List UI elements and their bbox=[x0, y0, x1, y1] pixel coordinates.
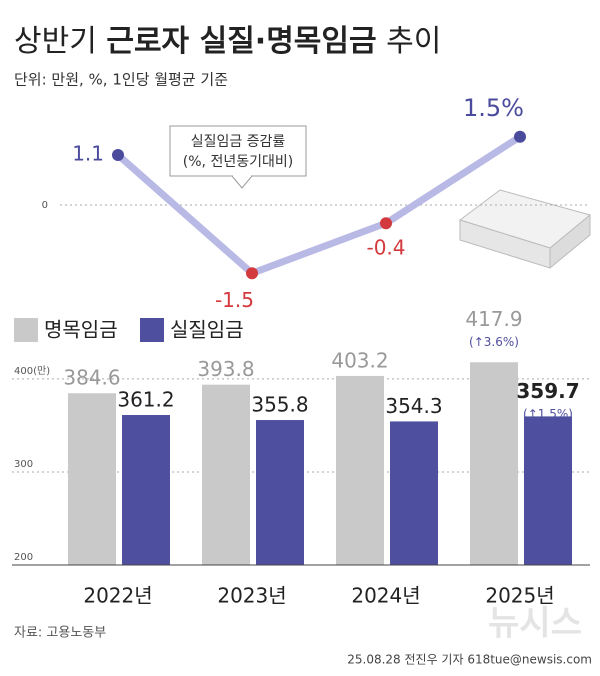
credit: 25.08.28 전진우 기자 618tue@newsis.com bbox=[347, 653, 592, 667]
bar bbox=[390, 421, 438, 565]
value-label: 359.7 bbox=[516, 379, 579, 403]
value-label: -1.5 bbox=[215, 288, 254, 312]
legend-swatch bbox=[140, 318, 164, 342]
bar bbox=[256, 420, 304, 565]
value-label: 1.1 bbox=[72, 141, 104, 165]
bar bbox=[122, 415, 170, 565]
legend-swatch bbox=[14, 318, 38, 342]
value-label: 354.3 bbox=[385, 394, 442, 418]
title-part: 근로자 실질·명목임금 bbox=[106, 24, 376, 59]
annotation: (%, 전년동기대비) bbox=[183, 154, 293, 170]
y-tick-label: 0 bbox=[42, 200, 48, 211]
annotation: 실질임금 증감률 bbox=[191, 134, 286, 150]
point bbox=[112, 148, 124, 161]
x-tick-label: 2023년 bbox=[217, 584, 286, 608]
legend-label: 명목임금 bbox=[44, 318, 118, 342]
value-label: 417.9 bbox=[465, 307, 522, 331]
watermark: 뉴시스 bbox=[488, 604, 582, 644]
bar bbox=[470, 362, 518, 565]
y-tick-label: 400(만) bbox=[14, 365, 50, 377]
money-icon bbox=[458, 189, 592, 270]
bar bbox=[68, 393, 116, 565]
subtitle: 단위: 만원, %, 1인당 월평균 기준 bbox=[14, 71, 228, 89]
title: 상반기 근로자 실질·명목임금 추이 bbox=[14, 24, 441, 59]
value-label: 361.2 bbox=[117, 388, 174, 412]
point bbox=[380, 217, 392, 230]
title-part: 상반기 bbox=[14, 24, 97, 59]
bar bbox=[336, 375, 384, 565]
legend-label: 실질임금 bbox=[170, 318, 244, 342]
change-annotation: (↑3.6%) bbox=[469, 335, 519, 349]
point bbox=[246, 267, 258, 280]
value-label: 403.2 bbox=[331, 348, 388, 372]
y-tick-label: 200 bbox=[14, 552, 33, 563]
x-tick-label: 2022년 bbox=[83, 584, 152, 608]
source: 자료: 고용노동부 bbox=[14, 626, 106, 641]
title-part: 추이 bbox=[386, 24, 441, 59]
value-label: 393.8 bbox=[197, 357, 254, 381]
y-tick-label: 300 bbox=[14, 459, 33, 470]
point bbox=[514, 130, 526, 143]
x-tick-label: 2024년 bbox=[351, 584, 420, 608]
x-tick-label: 2025년 bbox=[485, 584, 554, 608]
bar bbox=[202, 384, 250, 565]
value-label: 355.8 bbox=[251, 393, 308, 417]
change-annotation: (↑1.5%) bbox=[523, 407, 573, 421]
annotation-box bbox=[169, 125, 307, 177]
line bbox=[115, 133, 522, 278]
value-label: 384.6 bbox=[63, 366, 120, 390]
value-label: 1.5% bbox=[463, 94, 524, 122]
value-label: -0.4 bbox=[366, 236, 405, 260]
bar bbox=[524, 416, 572, 565]
